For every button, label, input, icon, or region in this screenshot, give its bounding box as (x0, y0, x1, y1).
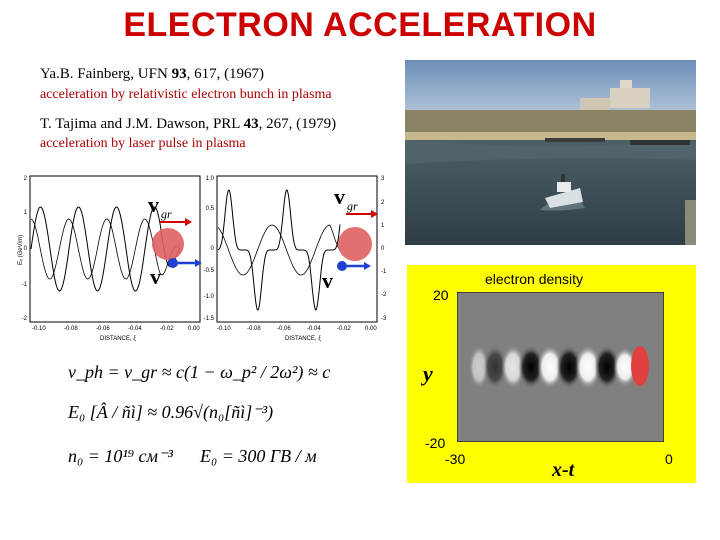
right-ytick-r: -2 (381, 292, 387, 298)
right-ytick-r: 1 (381, 223, 385, 229)
ref1-authors: Ya.B. Fainberg, UFN (40, 66, 172, 82)
right-field-curve (217, 189, 341, 311)
ref1-rest: , 617, (1967) (186, 66, 265, 82)
density-ytick-top: 20 (433, 287, 449, 303)
left-xticks: -0.10 -0.08 -0.06 -0.04 -0.02 0.00 (32, 326, 200, 332)
right-xlabel: DISTANCE, ξ (285, 336, 321, 342)
right-xtick: -0.08 (247, 326, 261, 332)
ref2-authors: T. Tajima and J.M. Dawson, PRL (40, 116, 244, 132)
vgr-sub-right: gr (347, 199, 358, 213)
reference-tajima: T. Tajima and J.M. Dawson, PRL 43, 267, … (40, 116, 336, 133)
right-xtick: 0.00 (365, 326, 377, 332)
equation-phase-velocity: v_ph = v_gr ≈ c(1 − ω_p² / 2ω²) ≈ c (68, 362, 331, 382)
right-ytick: 0 (211, 246, 215, 252)
right-xtick: -0.02 (337, 326, 351, 332)
laser-pulse (631, 346, 649, 386)
vgr-label-left: v (148, 192, 159, 217)
right-ytick-r: -1 (381, 269, 387, 275)
left-ytick: 1 (24, 210, 28, 216)
left-field-curve (30, 206, 181, 292)
right-xtick: -0.04 (307, 326, 321, 332)
left-xtick: -0.02 (160, 326, 174, 332)
reference-fainberg: Ya.B. Fainberg, UFN 93, 617, (1967) (40, 66, 264, 83)
right-yticks-left: 1.0 0.5 0 -0.5 -1.0 -1.5 (204, 176, 215, 322)
left-ytick: -2 (22, 316, 28, 322)
right-xtick: -0.06 (277, 326, 291, 332)
right-ytick-r: -3 (381, 316, 387, 322)
right-ytick-r: 2 (381, 200, 385, 206)
electron-right (337, 261, 347, 271)
left-xtick: -0.06 (96, 326, 110, 332)
left-ytick: 0 (24, 246, 28, 252)
left-ylabel: Eₓ (GeV/m) (18, 235, 24, 265)
ref2-description: acceleration by laser pulse in plasma (40, 136, 246, 151)
ref2-rest: , 267, (1979) (258, 116, 337, 132)
density-xtick-right: 0 (665, 451, 673, 467)
right-yticks-right: 3 2 1 0 -1 -2 -3 (381, 176, 387, 322)
right-ytick: 1.0 (206, 176, 215, 182)
laser-pulse-right (338, 227, 372, 261)
right-ytick: -1.5 (204, 316, 215, 322)
right-ytick: -0.5 (204, 268, 215, 274)
left-xtick: -0.08 (64, 326, 78, 332)
slide-title: ELECTRON ACCELERATION (123, 6, 597, 44)
left-xlabel: DISTANCE, ξ (100, 336, 136, 342)
right-ytick-r: 0 (381, 246, 385, 252)
wakefield-plots: Eₓ (GeV/m) 2 1 0 -1 -2 -0.10 -0.08 -0.06… (10, 170, 405, 350)
right-ytick-r: 3 (381, 176, 385, 182)
equation-density: n₀ = 10¹⁹ cм⁻³ (68, 446, 173, 466)
left-ytick: -1 (22, 282, 28, 288)
density-title: electron density (485, 271, 584, 287)
vgr-sub-left: gr (161, 207, 172, 221)
right-density-curve (217, 224, 341, 276)
equation-field-value: E₀ = 300 ГВ / м (200, 446, 317, 466)
density-y-axis-label: y (423, 361, 433, 386)
electron-v-right: v (322, 268, 333, 293)
river-boat-photo (405, 60, 696, 245)
right-xticks: -0.10 -0.08 -0.06 -0.04 -0.02 0.00 (217, 326, 377, 332)
right-ytick: 0.5 (206, 206, 215, 212)
left-yticks: 2 1 0 -1 -2 (22, 176, 28, 322)
ref1-volume: 93 (171, 66, 187, 82)
electron-left (168, 258, 178, 268)
left-ytick: 2 (24, 176, 28, 182)
electron-density-panel: electron density 20 y -20 -30 x-t 0 (407, 265, 696, 483)
left-xtick: 0.00 (188, 326, 200, 332)
density-xtick-left: -30 (445, 451, 466, 467)
right-ytick: -1.0 (204, 294, 215, 300)
ref2-volume: 43 (243, 116, 259, 132)
density-x-axis-label: x-t (552, 459, 575, 481)
density-map (457, 292, 664, 442)
right-xtick: -0.10 (217, 326, 231, 332)
ref1-description: acceleration by relativistic electron bu… (40, 87, 332, 102)
electron-bunch-left (152, 228, 184, 260)
vgr-label-right: v (334, 184, 345, 209)
left-xtick: -0.10 (32, 326, 46, 332)
equation-field: E₀ [Â / ñì] ≈ 0.96√(n₀[ñì]⁻³) (68, 402, 274, 422)
electron-v-left: v (150, 264, 161, 289)
left-xtick: -0.04 (128, 326, 142, 332)
density-ytick-bottom: -20 (425, 435, 446, 451)
